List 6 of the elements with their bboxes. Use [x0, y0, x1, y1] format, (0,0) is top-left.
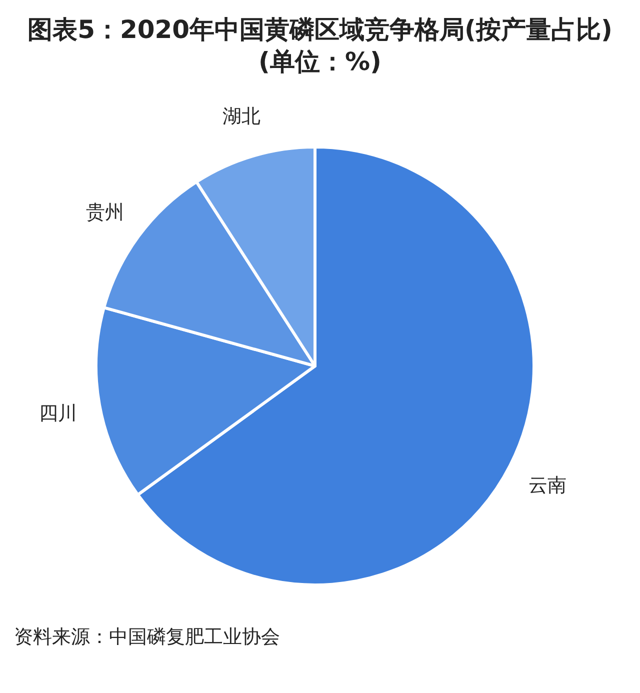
text: 资料来源：中国磷复肥工业协会: [14, 625, 280, 650]
slice-label: 云南: [528, 474, 567, 496]
chart-title: 图表5：2020年中国黄磷区域竞争格局(按产量占比)(单位：%): [26, 14, 614, 78]
slice-label: 湖北: [222, 106, 260, 128]
slice-label: 贵州: [86, 201, 124, 224]
slice-label: 四川: [39, 402, 78, 424]
